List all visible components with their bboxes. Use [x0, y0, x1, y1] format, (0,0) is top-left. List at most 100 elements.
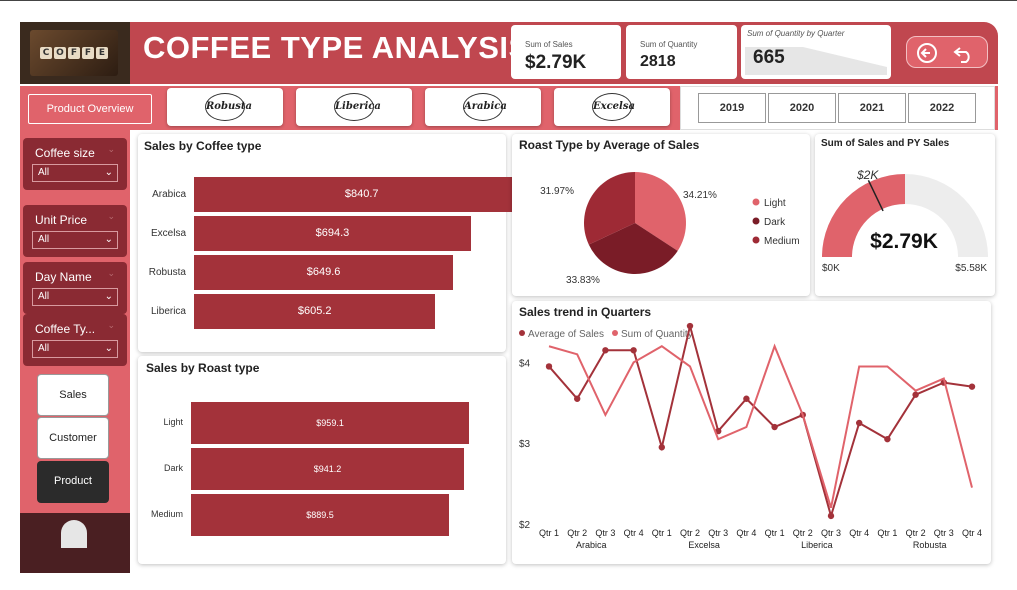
legend-marker [752, 198, 760, 206]
pie-slice [635, 172, 686, 251]
top-rule [0, 0, 1017, 1]
chart-title: Sales by Coffee type [144, 139, 262, 153]
kpi-label: Sum of Quantity [640, 40, 698, 49]
data-point [658, 444, 665, 451]
chart-title: Sum of Sales and PY Sales [821, 138, 950, 149]
panel-sales-by-coffee-type: Sales by Coffee type Arabica $840.7 Excels… [138, 134, 530, 352]
data-point [884, 435, 891, 443]
gauge-min-label: $0K [822, 263, 840, 274]
category-label: Arabica [152, 188, 186, 200]
x-group-label: Excelsa [688, 540, 720, 550]
filter-dropdown[interactable]: All ⌄ [32, 288, 118, 306]
x-tick-label: Qtr 1 [652, 528, 672, 538]
filter-value: All [38, 167, 50, 178]
legend-marker [612, 330, 618, 336]
filter-coffee-type[interactable]: Coffee Ty... ⌄ All ⌄ [23, 314, 127, 366]
year-button-2021[interactable]: 2021 [838, 93, 906, 123]
coffee-type-button-robusta[interactable]: Robusta [167, 88, 283, 126]
robusta-badge: Robusta [205, 93, 252, 121]
data-point [545, 363, 553, 370]
panel-sales-by-roast-type: Sales by Roast type Light $959.1 Dark $941.… [138, 356, 506, 564]
kpi-value: 665 [753, 47, 785, 68]
bar: $959.1 [191, 402, 470, 444]
navigation-buttons [906, 36, 988, 68]
pie-data-label: 33.83% [566, 275, 600, 286]
bar: $605.2 [194, 294, 436, 329]
legend-marker [519, 330, 525, 336]
y-tick-label: $4 [519, 358, 531, 369]
filter-day-name[interactable]: Day Name ⌄ All ⌄ [23, 262, 127, 314]
pie-data-label: 34.21% [683, 190, 717, 201]
logo-letter: F [82, 47, 94, 59]
y-tick-label: $2 [519, 520, 531, 531]
liberica-badge: Liberica [334, 93, 381, 121]
arrow-left-circle-icon[interactable] [915, 42, 939, 64]
x-tick-label: Qtr 3 [595, 528, 615, 538]
bar: $649.6 [194, 255, 454, 290]
page-button-sales[interactable]: Sales [37, 374, 109, 416]
gauge-max-label: $5.58K [955, 263, 987, 274]
kpi-value: 2818 [640, 53, 676, 70]
data-point [827, 512, 835, 520]
filter-coffee-size[interactable]: Coffee size ⌄ All ⌄ [23, 138, 127, 190]
filter-dropdown[interactable]: All ⌄ [32, 340, 118, 358]
x-tick-label: Qtr 3 [821, 528, 841, 538]
gauge-chart: $2K $2.79K $0K $5.58K [822, 168, 988, 274]
category-label: Light [163, 417, 183, 427]
category-label: Dark [163, 463, 183, 473]
filter-value: All [38, 234, 50, 245]
year-button-2020[interactable]: 2020 [768, 93, 836, 123]
product-overview-button[interactable]: Product Overview [28, 94, 152, 124]
panel-sales-gauge: Sum of Sales and PY Sales $2K $2.79K $0K $5… [815, 134, 995, 296]
coffee-type-button-liberica[interactable]: Liberica [296, 88, 412, 126]
x-tick-label: Qtr 1 [765, 528, 785, 538]
logo-letter: O [54, 47, 66, 59]
bar: $694.3 [194, 216, 471, 251]
kpi-label: Sum of Quantity by Quarter [747, 29, 845, 38]
filter-value: All [38, 291, 50, 302]
x-tick-label: Qtr 2 [680, 528, 700, 538]
logo-letter: E [96, 47, 108, 59]
year-button-2022[interactable]: 2022 [908, 93, 976, 123]
panel-roast-type-pie: Roast Type by Average of Sales 34.21% Lig… [512, 134, 810, 296]
chevron-down-icon: ⌄ [104, 234, 113, 245]
filter-dropdown[interactable]: All ⌄ [32, 231, 118, 249]
excelsa-badge: Excelsa [592, 93, 635, 121]
panel-sales-trend: Sales trend in Quarters Average of Sales… [512, 301, 991, 564]
bar: $941.2 [191, 448, 464, 490]
undo-arrow-icon[interactable] [951, 42, 977, 64]
filter-label: Coffee size [35, 146, 95, 160]
data-point [771, 423, 778, 431]
data-point [602, 347, 609, 354]
dashboard-title: COFFEE TYPE ANALYSIS [143, 30, 530, 65]
category-label: Liberica [150, 305, 186, 317]
data-point [968, 383, 976, 390]
pie-chart: 34.21% Light 33.83% Dark 31.97% Medium [540, 172, 800, 286]
page-button-product[interactable]: Product [37, 461, 109, 503]
filter-dropdown[interactable]: All ⌄ [32, 164, 118, 182]
kpi-sparkline [745, 47, 887, 75]
logo-letter: C [40, 47, 52, 59]
series-line [548, 325, 973, 520]
kpi-sum-of-quantity: Sum of Quantity 2818 [626, 25, 737, 79]
x-tick-label: Qtr 1 [877, 528, 897, 538]
chevron-down-icon: ⌄ [104, 167, 113, 178]
chevron-down-icon: ⌄ [107, 320, 115, 330]
page-button-customer[interactable]: Customer [37, 417, 109, 459]
gauge-fill [822, 174, 905, 257]
legend-marker [752, 236, 760, 244]
x-tick-label: Qtr 3 [934, 528, 954, 538]
coffee-type-button-excelsa[interactable]: Excelsa [554, 88, 670, 126]
x-tick-label: Qtr 2 [793, 528, 813, 538]
chevron-down-icon: ⌄ [107, 268, 115, 278]
user-avatar-icon[interactable] [61, 520, 87, 548]
chevron-down-icon: ⌄ [107, 211, 115, 221]
gauge-value-label: $2.79K [870, 230, 938, 253]
category-label: Robusta [148, 266, 186, 278]
kpi-quantity-by-quarter: Sum of Quantity by Quarter 665 [741, 25, 891, 79]
year-button-2019[interactable]: 2019 [698, 93, 766, 123]
legend-marker [752, 217, 760, 225]
coffee-type-button-arabica[interactable]: Arabica [425, 88, 541, 126]
filter-unit-price[interactable]: Unit Price ⌄ All ⌄ [23, 205, 127, 257]
kpi-value: $2.79K [525, 52, 587, 73]
